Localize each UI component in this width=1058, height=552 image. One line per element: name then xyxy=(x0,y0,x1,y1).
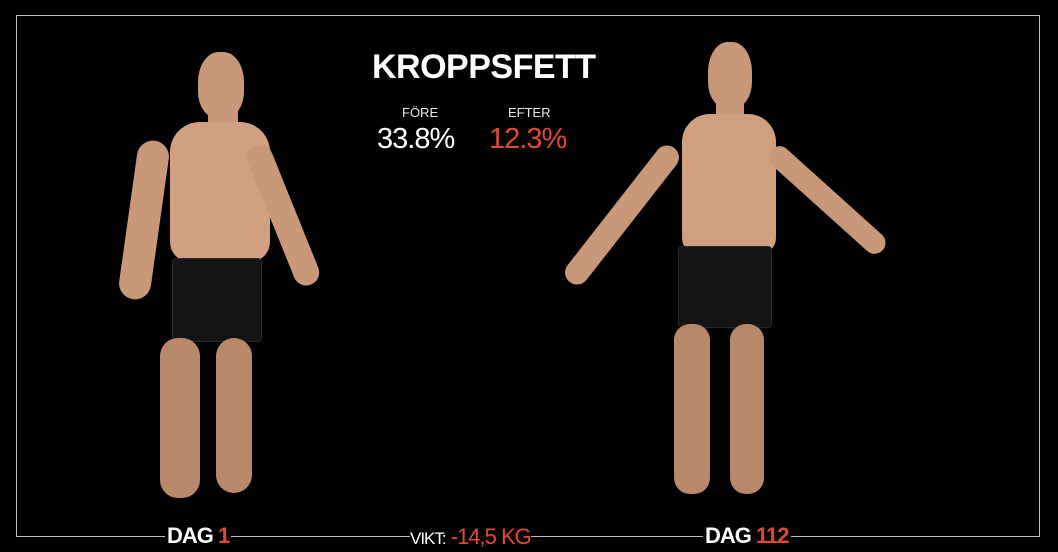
before-value: 33.8% xyxy=(377,123,455,155)
day-right-number: 112 xyxy=(756,523,789,548)
before-label: FÖRE xyxy=(402,105,439,120)
day-left-number: 1 xyxy=(218,523,230,548)
person-before-image xyxy=(117,50,330,510)
day-left-caption: DAG 1 xyxy=(165,522,232,550)
weight-label: VIKT: xyxy=(410,529,447,548)
body-fat-heading: KROPPSFETT xyxy=(372,48,596,86)
weight-value: -14,5 KG xyxy=(450,524,532,549)
day-right-label: DAG xyxy=(705,523,752,548)
after-value: 12.3% xyxy=(489,123,567,155)
day-left-label: DAG xyxy=(167,523,214,548)
after-label: EFTER xyxy=(508,105,551,120)
person-after-image xyxy=(560,40,891,510)
weight-caption: VIKT: -14,5 KG xyxy=(410,524,532,552)
day-right-caption: DAG 112 xyxy=(703,522,791,550)
